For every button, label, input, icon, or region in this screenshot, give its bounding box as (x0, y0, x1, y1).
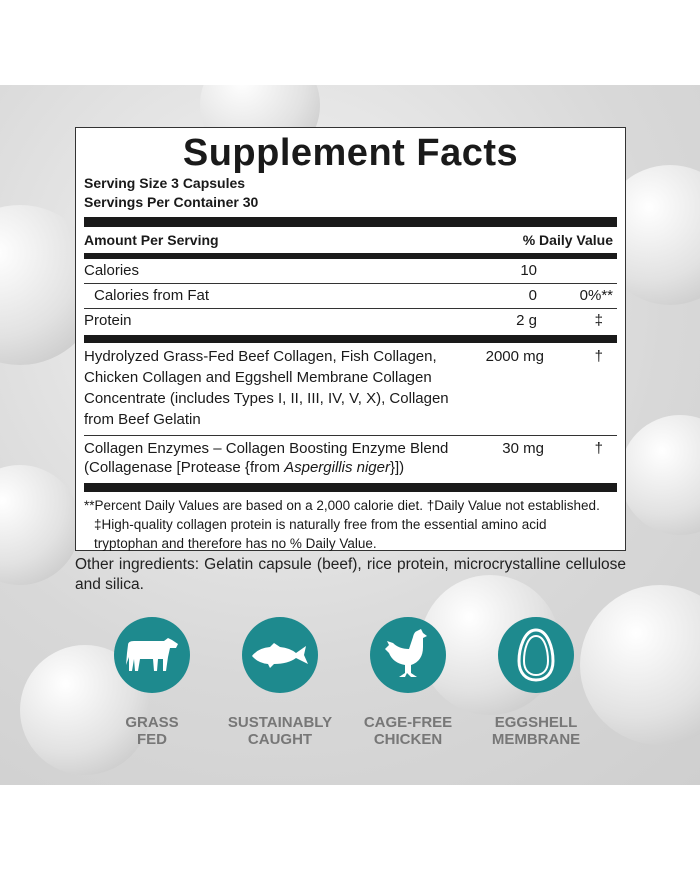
footnote: **Percent Daily Values are based on a 2,… (84, 498, 600, 513)
egg-icon (517, 628, 555, 682)
badge-label: EGGSHELL MEMBRANE (491, 714, 581, 748)
badge-label: CAGE-FREE CHICKEN (363, 714, 453, 748)
footnote: ‡High-quality collagen protein is natura… (94, 517, 547, 551)
ingredient-row: Hydrolyzed Grass-Fed Beef Collagen, Fish… (84, 343, 617, 436)
panel-title: Supplement Facts (182, 132, 519, 174)
nutrient-row: Calories 10 (84, 259, 617, 284)
badge-cage-free-chicken (369, 617, 447, 693)
serving-size: Serving Size 3 Capsules (84, 175, 246, 191)
divider (84, 335, 617, 343)
cow-icon (126, 638, 178, 671)
chicken-icon (385, 629, 427, 677)
fish-icon (252, 643, 308, 668)
other-ingredients: Other ingredients: Gelatin capsule (beef… (75, 556, 626, 593)
badge-label: SUSTAINABLY CAUGHT (227, 714, 333, 748)
servings-per-container: Servings Per Container 30 (84, 194, 259, 210)
badge-eggshell-membrane (497, 617, 575, 693)
divider (84, 483, 617, 492)
daily-value-header: % Daily Value (522, 232, 613, 248)
divider (84, 217, 617, 227)
ingredient-row: Collagen Enzymes – Collagen Boosting Enz… (84, 440, 603, 476)
divider (84, 253, 617, 259)
nutrient-row: Calories from Fat 0 0%** (84, 284, 617, 309)
supplement-facts-panel: Supplement Facts Serving Size 3 Capsules… (75, 127, 626, 551)
amount-per-serving-header: Amount Per Serving (84, 232, 219, 248)
nutrient-row: Protein 2 g ‡ (84, 312, 603, 329)
badge-label: GRASS FED (125, 714, 179, 748)
badge-grass-fed (113, 617, 191, 693)
badge-sustainably-caught (241, 617, 319, 693)
